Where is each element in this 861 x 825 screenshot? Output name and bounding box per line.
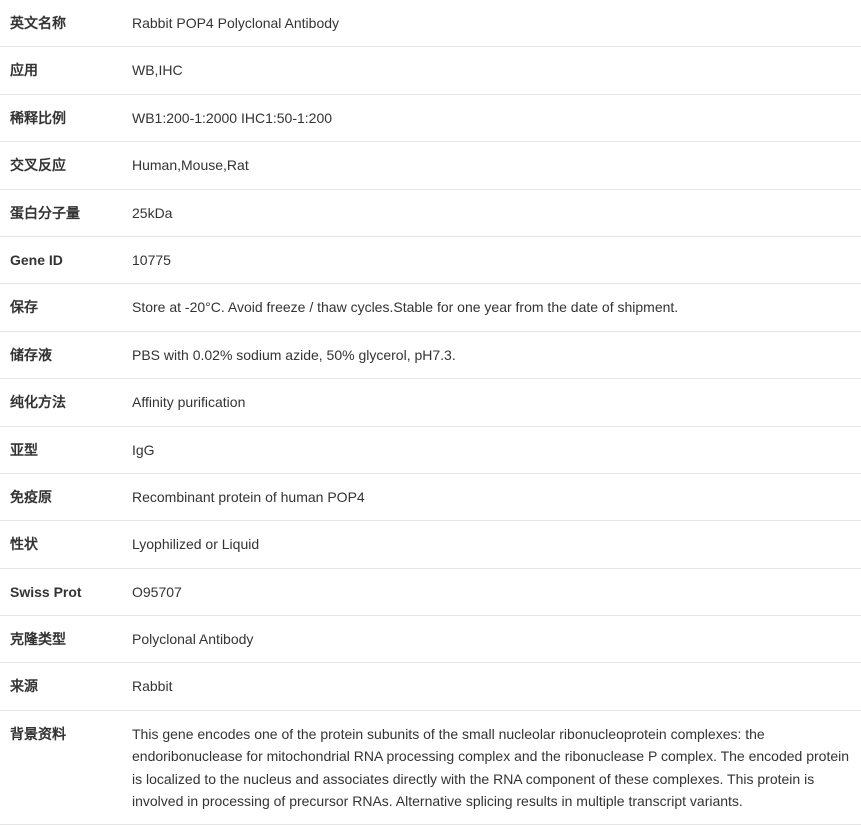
row-label: 来源 <box>0 663 122 710</box>
row-label: 应用 <box>0 47 122 94</box>
row-label: 纯化方法 <box>0 379 122 426</box>
table-row: 英文名称 Rabbit POP4 Polyclonal Antibody <box>0 0 861 47</box>
row-value: Human,Mouse,Rat <box>122 142 861 189</box>
table-row: 克隆类型 Polyclonal Antibody <box>0 616 861 663</box>
table-row: Swiss Prot O95707 <box>0 568 861 615</box>
row-value: Affinity purification <box>122 379 861 426</box>
row-label: 蛋白分子量 <box>0 189 122 236</box>
row-label: 储存液 <box>0 331 122 378</box>
row-label: 保存 <box>0 284 122 331</box>
row-value: 10775 <box>122 236 861 283</box>
row-value: This gene encodes one of the protein sub… <box>122 710 861 825</box>
row-value: WB,IHC <box>122 47 861 94</box>
row-value: IgG <box>122 426 861 473</box>
row-value: Polyclonal Antibody <box>122 616 861 663</box>
table-row: 免疫原 Recombinant protein of human POP4 <box>0 473 861 520</box>
row-value: PBS with 0.02% sodium azide, 50% glycero… <box>122 331 861 378</box>
table-row: 交叉反应 Human,Mouse,Rat <box>0 142 861 189</box>
row-value: 25kDa <box>122 189 861 236</box>
row-label: 稀释比例 <box>0 94 122 141</box>
table-row: 稀释比例 WB1:200-1:2000 IHC1:50-1:200 <box>0 94 861 141</box>
row-label: 英文名称 <box>0 0 122 47</box>
table-row: 保存 Store at -20°C. Avoid freeze / thaw c… <box>0 284 861 331</box>
table-row: 性状 Lyophilized or Liquid <box>0 521 861 568</box>
row-label: Gene ID <box>0 236 122 283</box>
table-row: Gene ID 10775 <box>0 236 861 283</box>
row-label: 背景资料 <box>0 710 122 825</box>
table-row: 背景资料 This gene encodes one of the protei… <box>0 710 861 825</box>
spec-table: 英文名称 Rabbit POP4 Polyclonal Antibody 应用 … <box>0 0 861 825</box>
row-label: 亚型 <box>0 426 122 473</box>
table-row: 来源 Rabbit <box>0 663 861 710</box>
row-value: Lyophilized or Liquid <box>122 521 861 568</box>
row-value: Rabbit <box>122 663 861 710</box>
row-value: Recombinant protein of human POP4 <box>122 473 861 520</box>
row-value: Store at -20°C. Avoid freeze / thaw cycl… <box>122 284 861 331</box>
row-label: 性状 <box>0 521 122 568</box>
table-row: 纯化方法 Affinity purification <box>0 379 861 426</box>
row-value: Rabbit POP4 Polyclonal Antibody <box>122 0 861 47</box>
row-label: 免疫原 <box>0 473 122 520</box>
row-value: WB1:200-1:2000 IHC1:50-1:200 <box>122 94 861 141</box>
row-value: O95707 <box>122 568 861 615</box>
row-label: 克隆类型 <box>0 616 122 663</box>
table-row: 储存液 PBS with 0.02% sodium azide, 50% gly… <box>0 331 861 378</box>
row-label: 交叉反应 <box>0 142 122 189</box>
table-row: 亚型 IgG <box>0 426 861 473</box>
table-row: 应用 WB,IHC <box>0 47 861 94</box>
row-label: Swiss Prot <box>0 568 122 615</box>
spec-table-body: 英文名称 Rabbit POP4 Polyclonal Antibody 应用 … <box>0 0 861 825</box>
table-row: 蛋白分子量 25kDa <box>0 189 861 236</box>
